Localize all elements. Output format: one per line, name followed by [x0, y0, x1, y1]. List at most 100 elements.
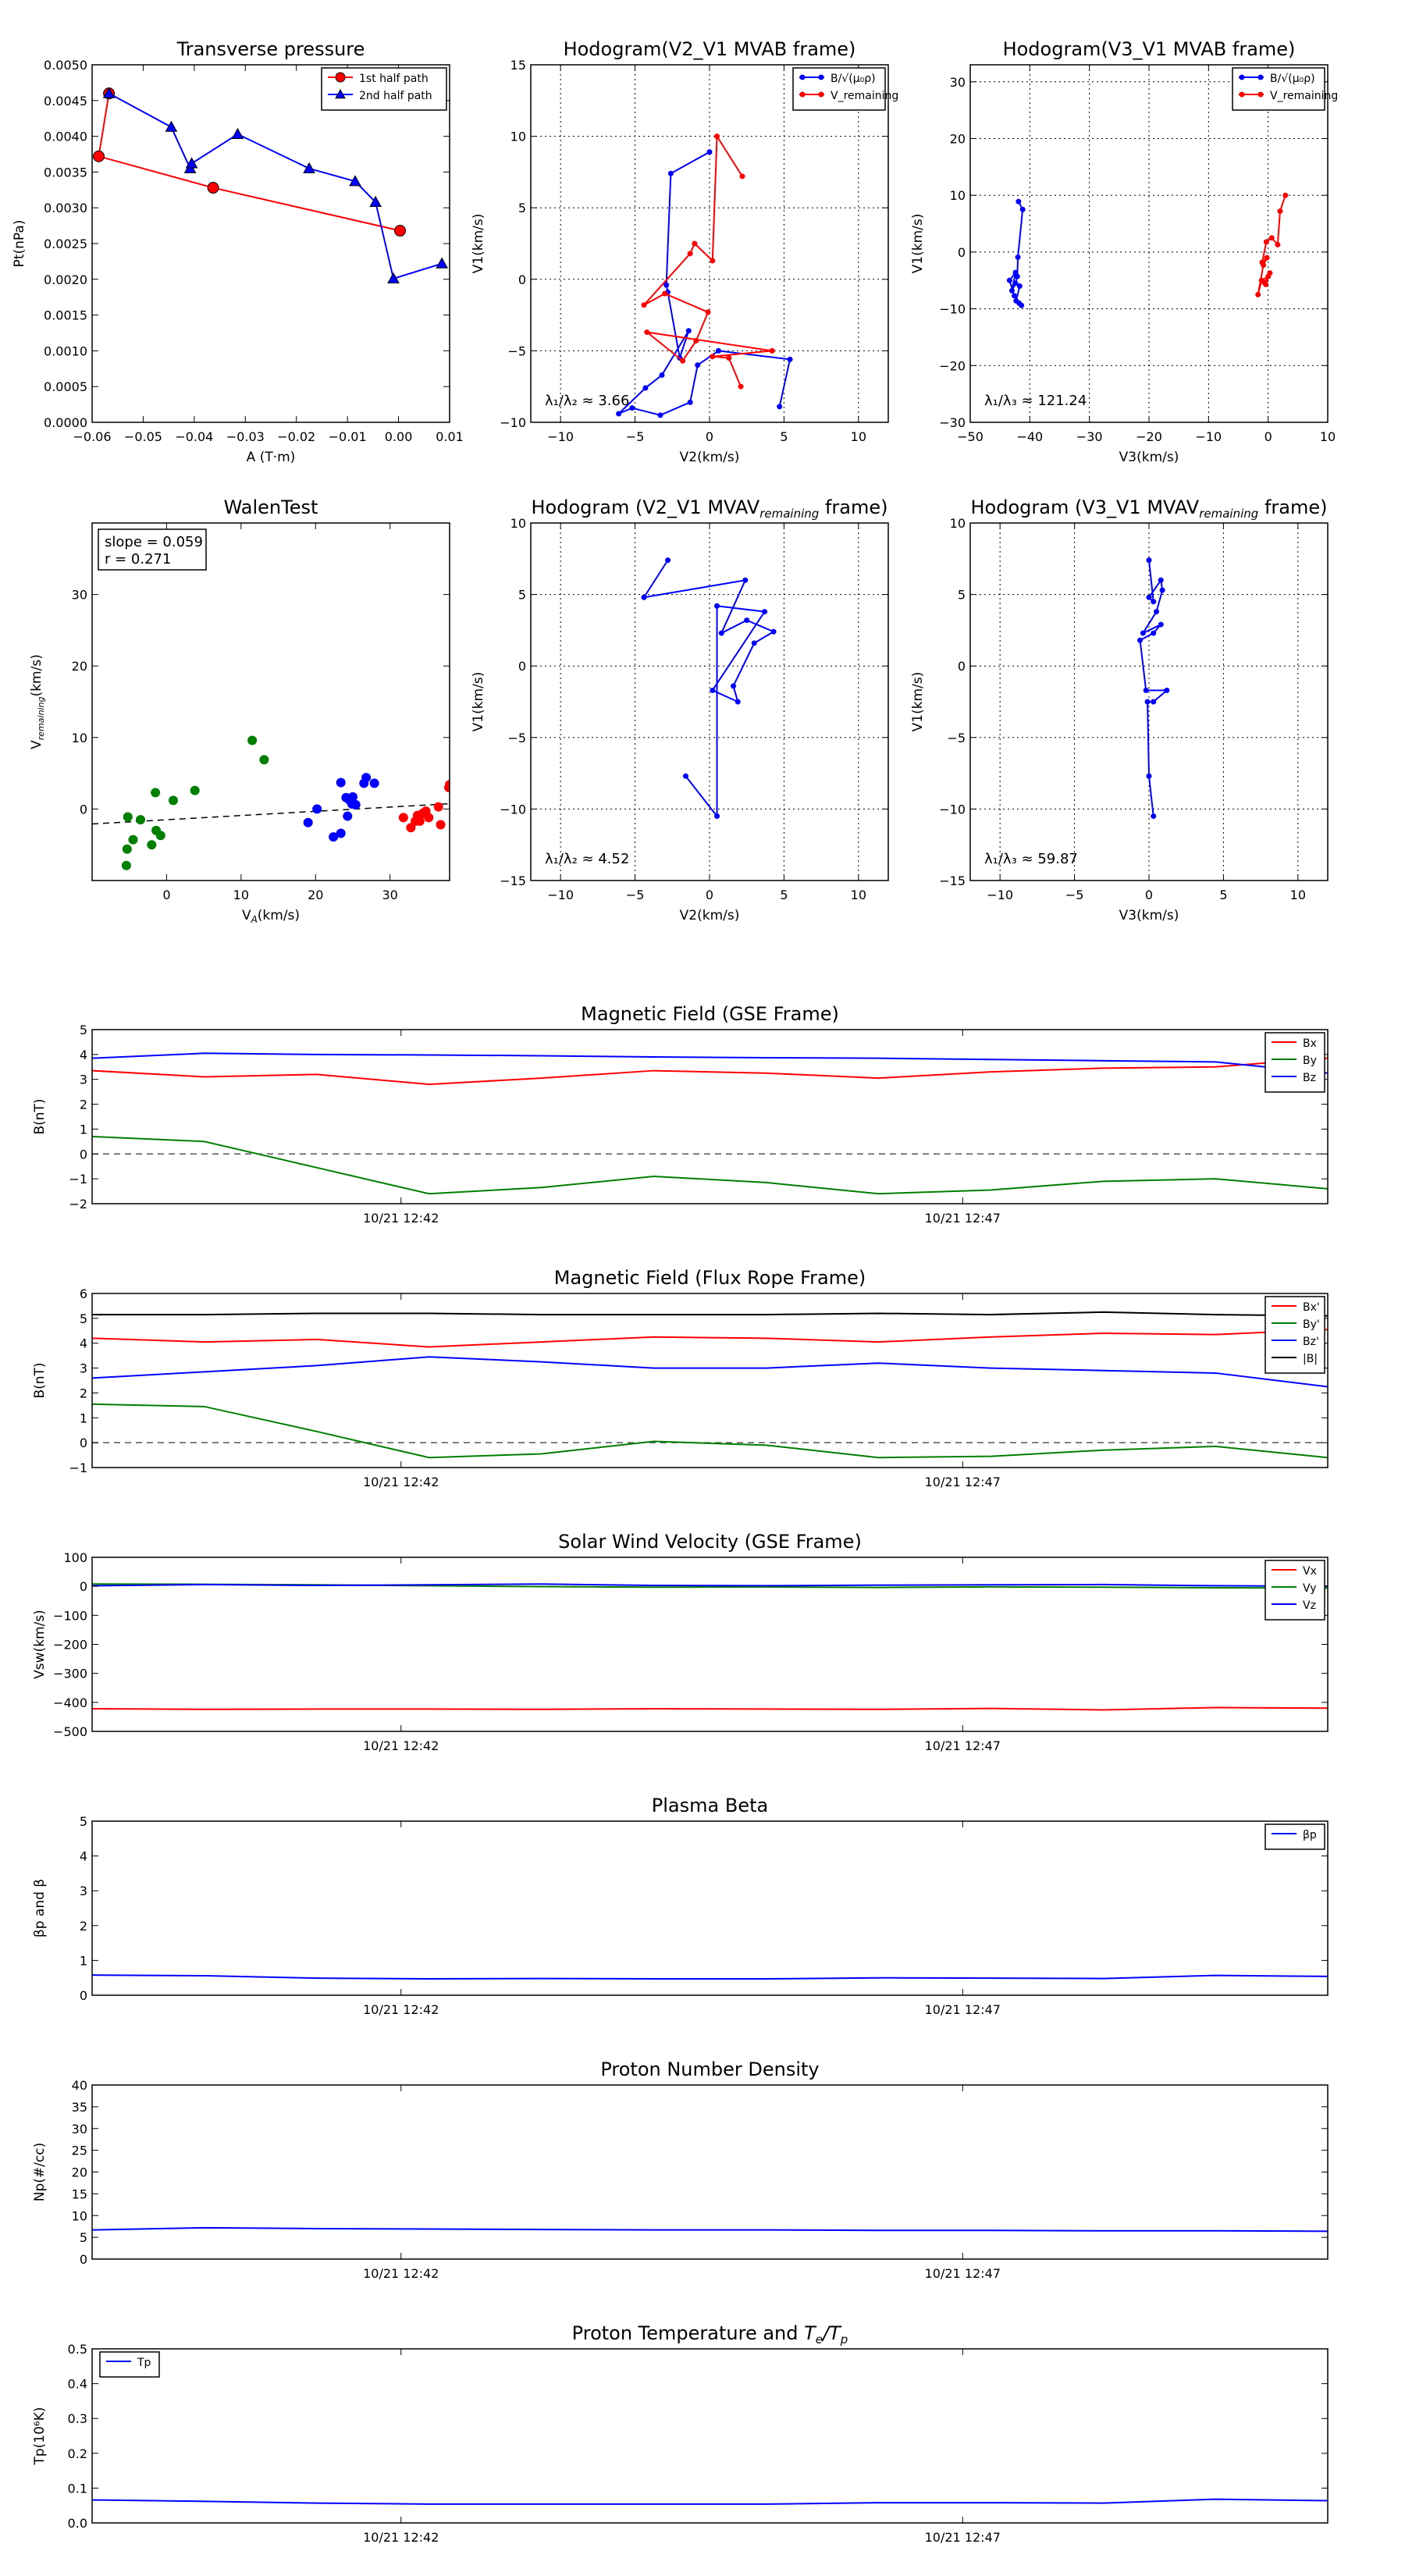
- data-point: [1012, 280, 1019, 286]
- data-point: [343, 811, 353, 821]
- y-tick-label: 0: [80, 2252, 87, 2267]
- x-tick-label: −20: [1136, 429, 1162, 444]
- x-tick-label: 0: [1145, 888, 1153, 902]
- x-tick-label: 10/21 12:47: [925, 1738, 1001, 1753]
- x-tick-label: 10: [1290, 888, 1306, 902]
- y-tick-label: 4: [80, 1048, 87, 1062]
- chart-title: Proton Number Density: [600, 2058, 819, 2080]
- stats-line: slope = 0.059: [105, 534, 203, 550]
- title-tail: frame): [1258, 496, 1327, 518]
- x-tick-label: 10/21 12:42: [363, 2002, 439, 2017]
- y-tick-label: 0: [80, 1147, 87, 1162]
- legend-label: |B|: [1303, 1353, 1318, 1365]
- data-point: [1008, 287, 1015, 294]
- y-tick-label: 5: [518, 201, 526, 215]
- data-point: [347, 792, 357, 802]
- legend-frame: [1264, 1296, 1325, 1374]
- plot-frame: [91, 1293, 1329, 1468]
- series-v-remaining: [1255, 192, 1289, 297]
- data-point: [739, 173, 745, 180]
- x-tick-label: 10/21 12:47: [925, 1475, 1001, 1489]
- chart-title: Magnetic Field (GSE Frame): [581, 1003, 839, 1025]
- data-point: [693, 338, 699, 344]
- data-point: [436, 257, 449, 269]
- series-line: [92, 1583, 1328, 1588]
- y-tick-label: 15: [510, 58, 526, 73]
- data-layer: [1137, 557, 1170, 820]
- y-tick-label: 4: [80, 1849, 87, 1864]
- y-tick-label: −10: [939, 802, 966, 817]
- data-point: [123, 812, 133, 822]
- y-tick-label: −200: [53, 1638, 87, 1653]
- data-point: [659, 372, 665, 379]
- data-point: [169, 795, 179, 806]
- x-tick-label: −5: [1065, 888, 1084, 902]
- x-axis-label: A (T·m): [247, 450, 296, 465]
- data-point: [616, 411, 622, 417]
- data-point: [433, 802, 443, 812]
- data-point: [207, 182, 219, 194]
- x-tick-label: 10: [1320, 429, 1336, 444]
- legend-label: Vy: [1303, 1582, 1317, 1595]
- legend-marker: [335, 72, 346, 83]
- data-point: [657, 412, 663, 418]
- data-point: [231, 127, 244, 139]
- x-tick-label: 0: [162, 888, 170, 902]
- y-tick-label: −5: [947, 731, 966, 745]
- y-tick-label: 1: [80, 1953, 87, 1968]
- x-tick-label: 10/21 12:42: [363, 2530, 439, 2545]
- y-tick-label: 2: [80, 1098, 87, 1112]
- data-point: [185, 157, 198, 169]
- x-tick-label: 10/21 12:47: [925, 2002, 1001, 2017]
- data-point: [369, 195, 382, 207]
- x-axis-label: V3(km/s): [1119, 450, 1179, 465]
- x-tick-label: −0.05: [124, 429, 162, 444]
- y-tick-label: 35: [72, 2100, 87, 2115]
- x-tick-label: 5: [780, 429, 788, 444]
- chart-hod3: Hodogram (V2_V1 MVAVremaining frame) −15 −…: [471, 496, 889, 923]
- title-tail: frame): [819, 496, 887, 518]
- y-tick-label: −400: [53, 1695, 87, 1710]
- legend: 1st half path 2nd half path: [321, 67, 447, 111]
- legend-label: B/√(μ₀ρ): [831, 73, 876, 85]
- data-point: [247, 735, 258, 745]
- data-point: [706, 149, 713, 155]
- series-vx: [92, 1706, 1328, 1711]
- y-tick-label: 0.0020: [44, 272, 87, 287]
- x-tick-label: 10: [233, 888, 249, 902]
- data-point: [1255, 291, 1261, 297]
- data-point: [1015, 254, 1021, 260]
- data-point: [770, 628, 777, 635]
- series-line: [643, 133, 773, 387]
- series-b-: [616, 149, 793, 418]
- series-line: [92, 1356, 1328, 1388]
- data-point: [665, 557, 671, 564]
- chart-np: Proton Number Density 0 5 10 15 20 25 30 35 40 10/…: [32, 2058, 1329, 2281]
- x-axis-label: V2(km/s): [680, 450, 740, 465]
- data-point: [394, 225, 407, 237]
- chart-bflux: Magnetic Field (Flux Rope Frame) −1 0 1 2 3 4 5…: [32, 1267, 1329, 1489]
- chart-walen: WalenTest 0 10 20 30 0 10 20 30 VA(km/s) Vremainin…: [29, 496, 450, 925]
- chart-tp: Transverse pressure 0.0000 0.0005 0.0010 0.0…: [12, 38, 464, 465]
- data-point: [629, 405, 635, 411]
- data-point: [1019, 302, 1025, 308]
- data-point: [731, 683, 737, 689]
- x-tick-label: −0.01: [329, 429, 367, 444]
- x-tick-label: −5: [626, 429, 645, 444]
- y-tick-label: 0: [80, 1436, 87, 1450]
- y-tick-label: 0.0035: [44, 165, 87, 180]
- y-tick-label: 0.0045: [44, 94, 87, 109]
- data-point: [414, 816, 425, 826]
- legend-marker: [1257, 74, 1264, 80]
- data-point: [692, 240, 698, 247]
- chart-hod2: Hodogram(V3_V1 MVAB frame) −30 −20 −10 0 10 20…: [910, 38, 1338, 465]
- y-tick-label: 10: [72, 731, 87, 745]
- y-tick-label: 0.0015: [44, 308, 87, 323]
- data-point: [710, 354, 716, 360]
- stats-box: [98, 528, 207, 571]
- y-tick-label: 3: [80, 1361, 87, 1376]
- series-bz: [92, 1052, 1328, 1074]
- data-point: [312, 804, 322, 814]
- y-tick-label: 0: [958, 245, 966, 260]
- data-point: [1151, 699, 1157, 705]
